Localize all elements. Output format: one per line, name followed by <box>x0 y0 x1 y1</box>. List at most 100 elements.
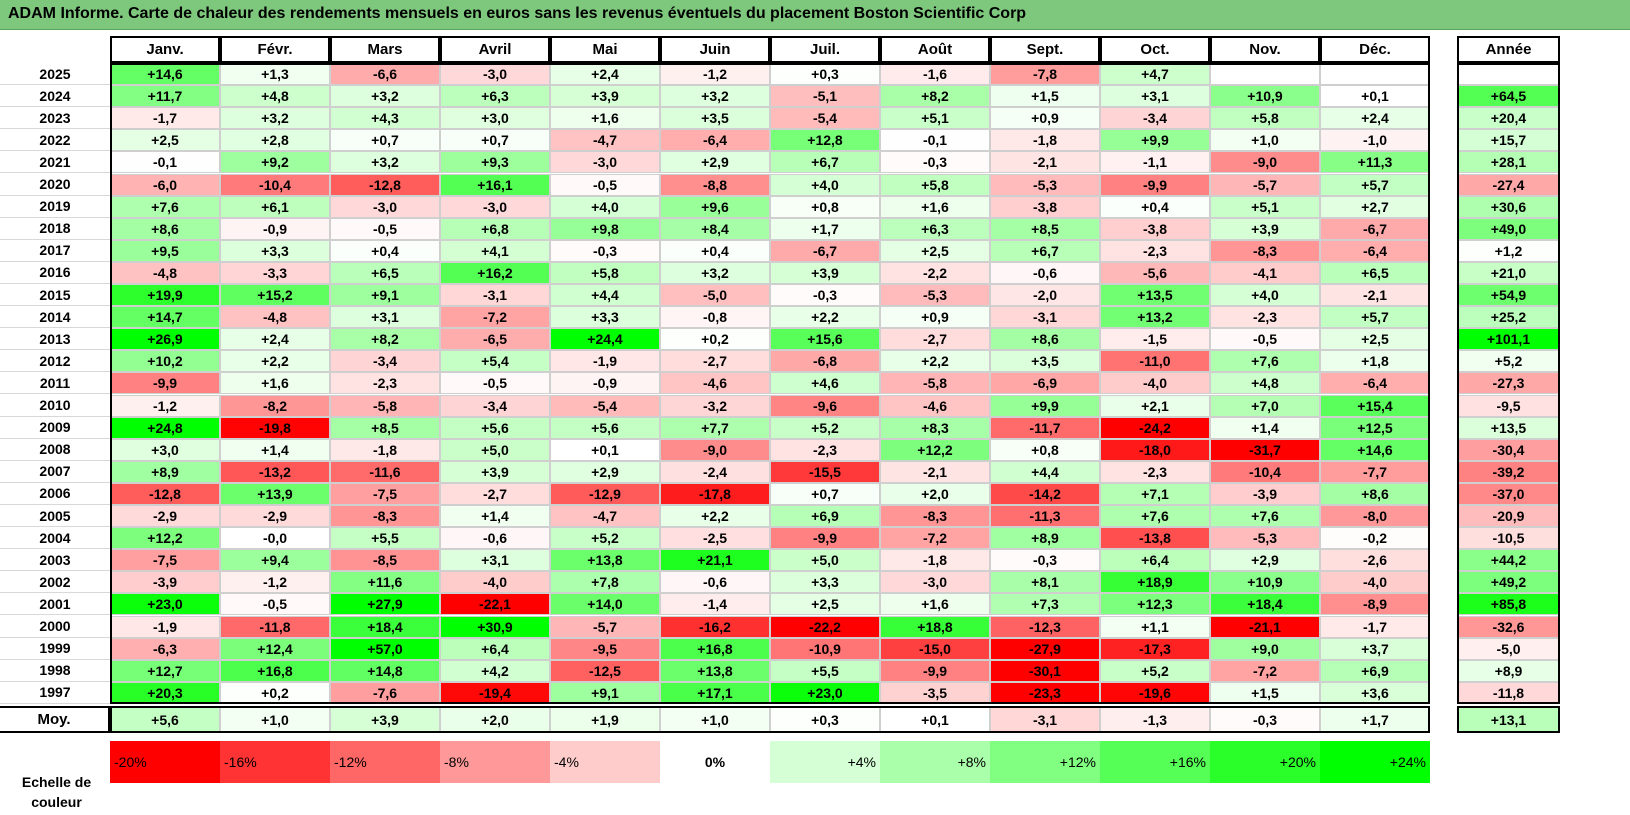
heatmap-cell: +10,2 <box>110 350 220 373</box>
heatmap-cell: +6,3 <box>440 85 550 108</box>
heatmap-cell: -3,0 <box>550 151 660 174</box>
heatmap-cell: +1,6 <box>220 372 330 395</box>
heatmap-cell: +2,5 <box>770 593 880 616</box>
heatmap-cell: -2,3 <box>330 372 440 395</box>
year-total-cell: +20,4 <box>1457 107 1560 130</box>
heatmap-cell: -0,5 <box>330 217 440 240</box>
year-label: 2022 <box>0 129 110 152</box>
heatmap-cell: +3,2 <box>220 107 330 130</box>
color-scale-step: +20% <box>1210 741 1320 783</box>
heatmap-cell: -11,8 <box>220 615 330 638</box>
heatmap-cell: +8,1 <box>990 571 1100 594</box>
heatmap-cell: +4,7 <box>1100 63 1210 86</box>
heatmap-cell: +20,3 <box>110 681 220 704</box>
heatmap-cell: -31,7 <box>1210 438 1320 461</box>
year-label: 2024 <box>0 85 110 108</box>
heatmap-cell: +2,2 <box>770 306 880 329</box>
heatmap-cell: +24,4 <box>550 328 660 351</box>
year-total-cell: -10,5 <box>1457 527 1560 550</box>
heatmap-cell: +16,8 <box>660 637 770 660</box>
heatmap-cell: -2,0 <box>990 284 1100 307</box>
average-cell: -0,3 <box>1210 706 1320 733</box>
heatmap-cell: +14,0 <box>550 593 660 616</box>
heatmap-cell: -3,9 <box>110 571 220 594</box>
heatmap-cell: +0,4 <box>1100 195 1210 218</box>
heatmap-cell: +9,1 <box>330 284 440 307</box>
heatmap-cell: +13,2 <box>1100 306 1210 329</box>
heatmap-cell: -10,4 <box>220 173 330 196</box>
heatmap-cell: -5,7 <box>550 615 660 638</box>
heatmap-cell: -12,3 <box>990 615 1100 638</box>
heatmap-cell: +8,5 <box>330 416 440 439</box>
heatmap-cell: -21,1 <box>1210 615 1320 638</box>
heatmap-cell: -4,7 <box>550 505 660 528</box>
heatmap-cell: +1,0 <box>1210 129 1320 152</box>
average-cell: -1,3 <box>1100 706 1210 733</box>
heatmap-cell: +7,6 <box>110 195 220 218</box>
heatmap-cell: +14,6 <box>1320 438 1430 461</box>
heatmap-cell: -2,1 <box>1320 284 1430 307</box>
heatmap-cell: -6,7 <box>1320 217 1430 240</box>
heatmap-cell: -7,5 <box>110 549 220 572</box>
year-total-cell: -32,6 <box>1457 615 1560 638</box>
heatmap-cell: -11,6 <box>330 460 440 483</box>
heatmap-cell: -0,5 <box>440 372 550 395</box>
year-label: 2000 <box>0 615 110 638</box>
average-cell: +1,0 <box>220 706 330 733</box>
month-header: Sept. <box>990 36 1100 63</box>
heatmap-cell: -12,8 <box>110 482 220 505</box>
year-total-header: Année <box>1457 36 1560 63</box>
heatmap-cell: +13,5 <box>1100 284 1210 307</box>
heatmap-cell: -12,5 <box>550 659 660 682</box>
month-header: Avril <box>440 36 550 63</box>
heatmap-cell: -3,8 <box>990 195 1100 218</box>
color-scale-step: +4% <box>770 741 880 783</box>
heatmap-cell: +4,0 <box>1210 284 1320 307</box>
heatmap-cell: +0,7 <box>440 129 550 152</box>
heatmap-cell: -0,5 <box>1210 328 1320 351</box>
heatmap-cell: -8,9 <box>1320 593 1430 616</box>
heatmap-cell: -4,6 <box>660 372 770 395</box>
heatmap-cell: +5,7 <box>1320 173 1430 196</box>
heatmap-cell: +1,6 <box>550 107 660 130</box>
heatmap-cell: -9,9 <box>1100 173 1210 196</box>
heatmap-cell: -18,0 <box>1100 438 1210 461</box>
heatmap-cell: -8,5 <box>330 549 440 572</box>
heatmap-cell: +5,7 <box>1320 306 1430 329</box>
color-scale-step: +12% <box>990 741 1100 783</box>
heatmap-cell: +14,6 <box>110 63 220 86</box>
average-cell: -3,1 <box>990 706 1100 733</box>
heatmap-cell: +3,2 <box>330 151 440 174</box>
heatmap-cell: -23,3 <box>990 681 1100 704</box>
heatmap-cell: -7,2 <box>440 306 550 329</box>
heatmap-cell: +19,9 <box>110 284 220 307</box>
heatmap-cell <box>1210 63 1320 86</box>
heatmap-cell: -2,4 <box>660 460 770 483</box>
chart-title: ADAM Informe. Carte de chaleur des rende… <box>8 5 1027 22</box>
average-cell: +2,0 <box>440 706 550 733</box>
year-total-cell: +1,2 <box>1457 239 1560 262</box>
heatmap-cell: +8,9 <box>990 527 1100 550</box>
heatmap-cell: -0,3 <box>990 549 1100 572</box>
heatmap-cell: +26,9 <box>110 328 220 351</box>
heatmap-cell: -3,4 <box>440 394 550 417</box>
heatmap-cell: +6,9 <box>1320 659 1430 682</box>
heatmap-cell: +3,1 <box>330 306 440 329</box>
heatmap-cell: -5,4 <box>770 107 880 130</box>
heatmap-cell: -2,9 <box>110 505 220 528</box>
heatmap-cell: -5,3 <box>1210 527 1320 550</box>
heatmap-cell: +5,8 <box>550 261 660 284</box>
heatmap-cell: +6,7 <box>770 151 880 174</box>
heatmap-cell: +5,5 <box>770 659 880 682</box>
heatmap-cell: +1,6 <box>880 195 990 218</box>
month-header: Juil. <box>770 36 880 63</box>
heatmap-cell: -0,0 <box>220 527 330 550</box>
year-total-cell: -37,0 <box>1457 482 1560 505</box>
heatmap-cell: -2,9 <box>220 505 330 528</box>
heatmap-cell: -19,8 <box>220 416 330 439</box>
heatmap-cell: -5,3 <box>990 173 1100 196</box>
heatmap-cell: +3,3 <box>550 306 660 329</box>
heatmap-cell: +5,8 <box>1210 107 1320 130</box>
year-total-cell <box>1457 63 1560 86</box>
heatmap-cell: +11,6 <box>330 571 440 594</box>
